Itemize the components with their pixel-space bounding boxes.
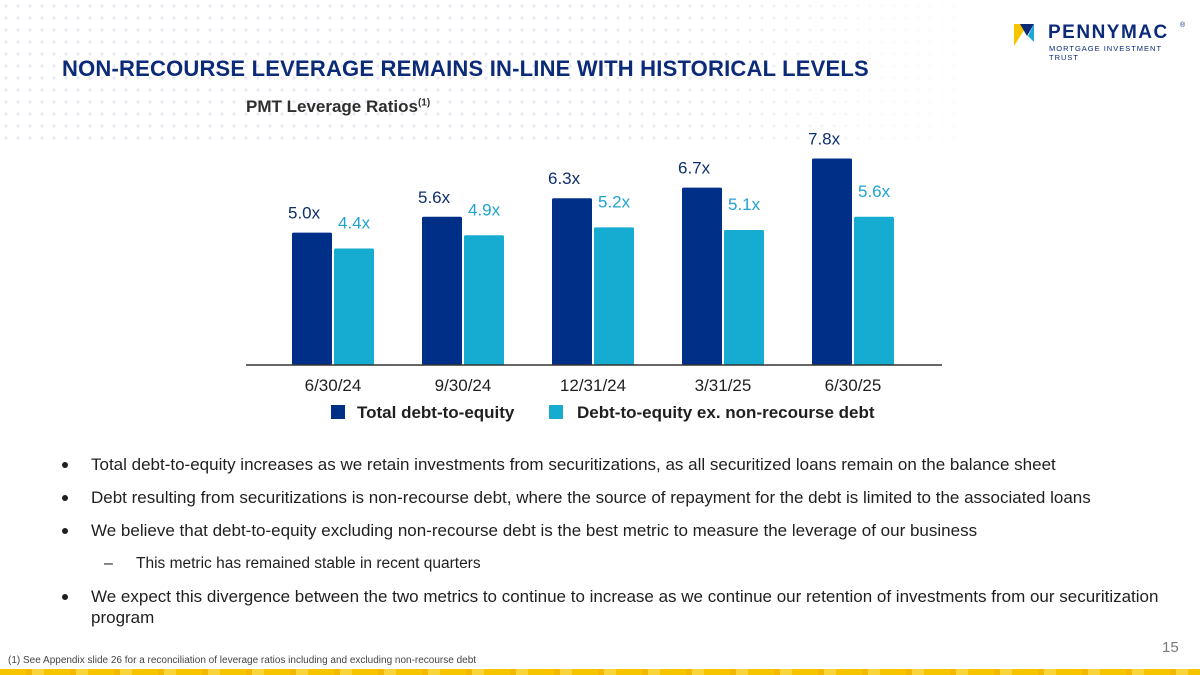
x-tick-label: 6/30/24	[305, 376, 362, 395]
x-tick-label: 6/30/25	[825, 376, 882, 395]
bullet-item: Total debt-to-equity increases as we ret…	[60, 454, 1160, 475]
legend-swatch	[331, 405, 345, 419]
bar-total-debt-to-equity	[422, 216, 462, 365]
data-label: 4.9x	[468, 200, 501, 219]
pennymac-logo-icon	[1014, 24, 1034, 46]
pennymac-logo: PENNYMAC ® MORTGAGE INVESTMENT TRUST	[1014, 22, 1186, 62]
bar-debt-to-equity-ex-nonrecourse	[334, 248, 374, 365]
bar-debt-to-equity-ex-nonrecourse	[594, 227, 634, 365]
bar-debt-to-equity-ex-nonrecourse	[724, 230, 764, 365]
data-label: 5.1x	[728, 195, 761, 214]
sub-bullet-item: This metric has remained stable in recen…	[60, 553, 1160, 574]
bullet-list: Total debt-to-equity increases as we ret…	[60, 454, 1160, 640]
page-title: NON-RECOURSE LEVERAGE REMAINS IN-LINE WI…	[62, 56, 869, 81]
page-number: 15	[1162, 639, 1179, 656]
footnote: (1) See Appendix slide 26 for a reconcil…	[8, 655, 477, 666]
bar-total-debt-to-equity	[292, 232, 332, 365]
data-label: 7.8x	[808, 130, 841, 149]
bar-total-debt-to-equity	[682, 187, 722, 365]
chart-title-text: PMT Leverage Ratios	[246, 97, 418, 116]
data-label: 5.6x	[418, 188, 451, 207]
x-tick-label: 3/31/25	[695, 376, 752, 395]
leverage-bar-chart: 5.0x 4.4x 6/30/24 5.6x 4.9x 9/30/24 6.3x 5.2x 12…	[246, 130, 942, 422]
x-tick-label: 9/30/24	[435, 376, 492, 395]
bottom-accent-band	[0, 669, 1200, 675]
bar-total-debt-to-equity	[812, 158, 852, 365]
registered-mark: ®	[1180, 22, 1186, 29]
data-label: 5.2x	[598, 192, 631, 211]
data-label: 5.0x	[288, 204, 321, 223]
bullet-item: We believe that debt-to-equity excluding…	[60, 520, 1160, 541]
brand-subtitle: MORTGAGE INVESTMENT TRUST	[1049, 44, 1162, 62]
bar-debt-to-equity-ex-nonrecourse	[854, 216, 894, 365]
data-label: 4.4x	[338, 214, 371, 233]
legend-swatch	[549, 405, 563, 419]
data-label: 6.7x	[678, 159, 711, 178]
bullet-item: Debt resulting from securitizations is n…	[60, 487, 1160, 508]
dot-pattern-background	[0, 0, 1000, 140]
data-label: 5.6x	[858, 182, 891, 201]
brand-name: PENNYMAC	[1048, 22, 1169, 43]
x-tick-label: 12/31/24	[560, 376, 626, 395]
data-label: 6.3x	[548, 169, 581, 188]
bar-total-debt-to-equity	[552, 198, 592, 365]
bullet-item: We expect this divergence between the tw…	[60, 586, 1160, 628]
bar-debt-to-equity-ex-nonrecourse	[464, 235, 504, 365]
chart-title-footnote-ref: (1)	[417, 97, 431, 109]
legend-label: Debt-to-equity ex. non-recourse debt	[577, 403, 875, 422]
chart-title: PMT Leverage Ratios(1)	[246, 97, 430, 117]
legend-label: Total debt-to-equity	[357, 403, 515, 422]
